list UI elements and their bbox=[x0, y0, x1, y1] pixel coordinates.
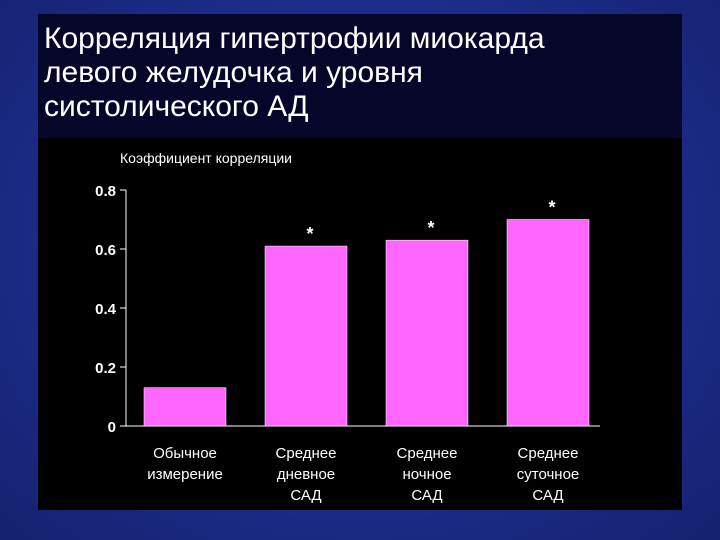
category-label-0-line-0: Обычное bbox=[153, 445, 217, 462]
category-label-0-line-1: измерение bbox=[147, 466, 223, 483]
y-tick-label-3: 0.6 bbox=[95, 242, 116, 259]
significance-marker-2: * bbox=[427, 218, 434, 238]
bar-2 bbox=[385, 239, 469, 427]
slide-title: Корреляция гипертрофии миокарда левого ж… bbox=[44, 22, 664, 124]
category-label-3-line-0: Среднее bbox=[518, 445, 579, 462]
y-tick-label-0: 0 bbox=[108, 419, 116, 436]
category-label-3-line-1: суточное bbox=[517, 466, 580, 483]
y-tick-label-2: 0.4 bbox=[95, 301, 117, 318]
bar-0 bbox=[143, 387, 227, 427]
title-line-1: Корреляция гипертрофии миокарда bbox=[44, 22, 545, 55]
y-tick-label-4: 0.8 bbox=[95, 183, 116, 200]
category-label-1-line-2: САД bbox=[290, 487, 321, 504]
category-label-3-line-2: САД bbox=[532, 487, 563, 504]
category-label-2-line-2: САД bbox=[411, 487, 442, 504]
category-label-2-line-1: ночное bbox=[402, 466, 451, 483]
significance-marker-1: * bbox=[306, 224, 313, 244]
title-line-3: систолического АД bbox=[44, 90, 309, 123]
title-line-2: левого желудочка и уровня bbox=[44, 56, 423, 89]
category-label-1-line-1: дневное bbox=[277, 466, 335, 483]
y-tick-label-1: 0.2 bbox=[95, 360, 116, 377]
y-axis-label: Коэффициент корреляции bbox=[120, 150, 292, 166]
bar-3 bbox=[506, 219, 590, 427]
bar-1 bbox=[264, 245, 348, 427]
category-label-2-line-0: Среднее bbox=[397, 445, 458, 462]
category-label-1-line-0: Среднее bbox=[276, 445, 337, 462]
significance-marker-3: * bbox=[548, 198, 555, 218]
